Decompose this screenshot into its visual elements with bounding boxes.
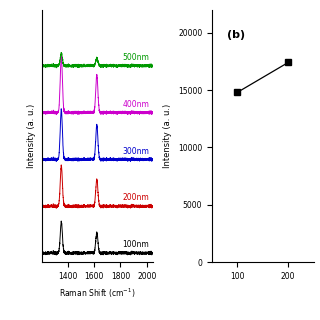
Y-axis label: Intensity (a. u.): Intensity (a. u.): [164, 104, 172, 168]
Y-axis label: Intensity (a. u.): Intensity (a. u.): [27, 104, 36, 168]
Text: 200nm: 200nm: [123, 194, 149, 203]
Text: 400nm: 400nm: [123, 100, 149, 109]
Text: 100nm: 100nm: [123, 240, 149, 249]
Text: (b): (b): [227, 30, 245, 40]
X-axis label: Raman Shift (cm$^{-1}$): Raman Shift (cm$^{-1}$): [59, 287, 136, 300]
Text: 500nm: 500nm: [123, 53, 149, 62]
Text: 300nm: 300nm: [123, 147, 149, 156]
